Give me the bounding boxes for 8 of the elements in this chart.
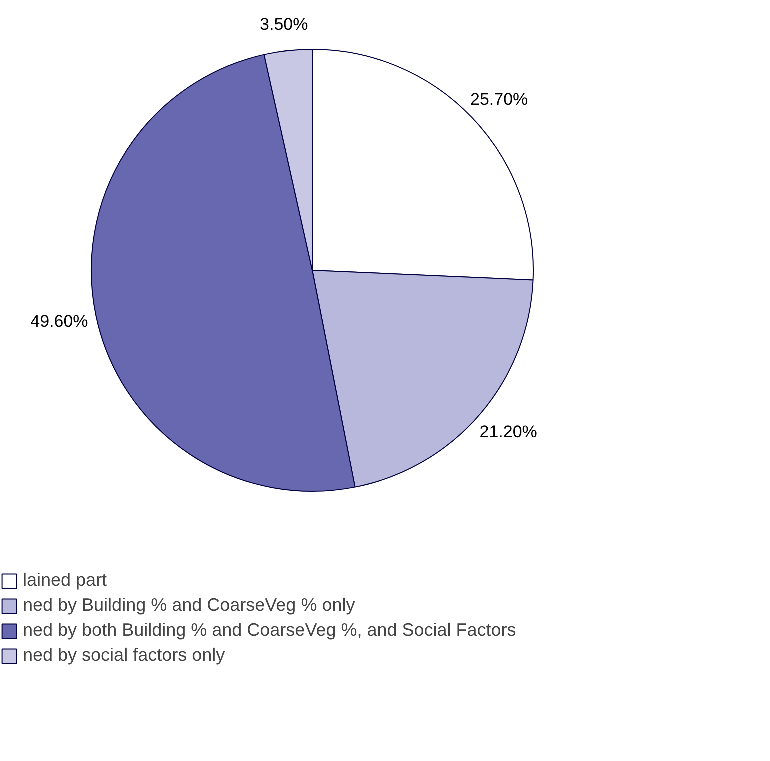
legend-label: ned by both Building % and CoarseVeg %, and Social Factors (23, 620, 516, 641)
legend-label: ned by social factors only (23, 645, 226, 666)
legend-label: lained part (23, 570, 108, 591)
legend-label: ned by Building % and CoarseVeg % only (23, 595, 356, 616)
data-label: 25.70% (470, 90, 528, 109)
data-label: 49.60% (30, 312, 88, 331)
data-label: 3.50% (260, 14, 308, 34)
data-label: 21.20% (480, 422, 538, 442)
